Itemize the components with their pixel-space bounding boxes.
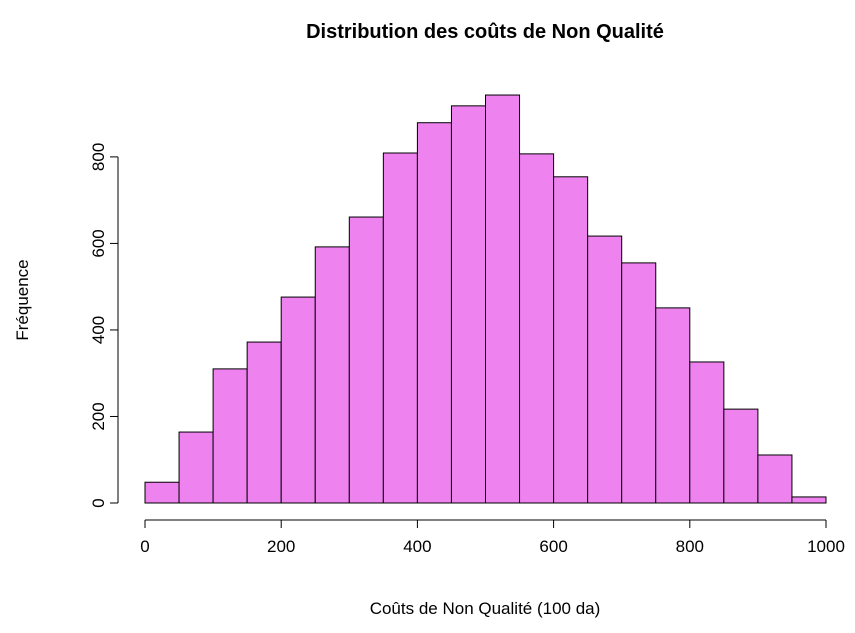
x-tick-label: 0 xyxy=(140,537,149,556)
bar xyxy=(314,246,350,504)
bar xyxy=(723,408,759,504)
y-tick-label: 400 xyxy=(89,316,108,344)
chart-title: Distribution des coûts de Non Qualité xyxy=(306,21,664,43)
x-tick-label: 1000 xyxy=(807,537,845,556)
bar xyxy=(689,361,725,504)
bar xyxy=(382,152,418,504)
y-tick-label: 800 xyxy=(89,143,108,171)
bar xyxy=(246,341,282,504)
bar xyxy=(348,216,384,504)
x-axis-label: Coûts de Non Qualité (100 da) xyxy=(370,599,601,618)
bar xyxy=(655,307,691,504)
bar xyxy=(587,235,623,504)
x-tick-label: 800 xyxy=(676,537,704,556)
y-axis-label: Fréquence xyxy=(13,259,32,340)
x-tick-label: 400 xyxy=(403,537,431,556)
bar xyxy=(621,262,657,504)
bar xyxy=(450,105,487,504)
bar xyxy=(791,496,827,504)
bar xyxy=(178,431,214,504)
bar xyxy=(519,153,555,504)
bar xyxy=(212,368,248,504)
bar xyxy=(416,122,452,504)
bar xyxy=(144,481,180,504)
y-tick-label: 600 xyxy=(89,229,108,257)
bar xyxy=(280,296,316,504)
y-tick-label: 0 xyxy=(89,498,108,507)
x-tick-label: 200 xyxy=(267,537,295,556)
bar xyxy=(553,176,589,504)
bar xyxy=(485,94,521,504)
y-tick-label: 200 xyxy=(89,402,108,430)
x-tick-label: 600 xyxy=(539,537,567,556)
bar xyxy=(757,454,793,504)
